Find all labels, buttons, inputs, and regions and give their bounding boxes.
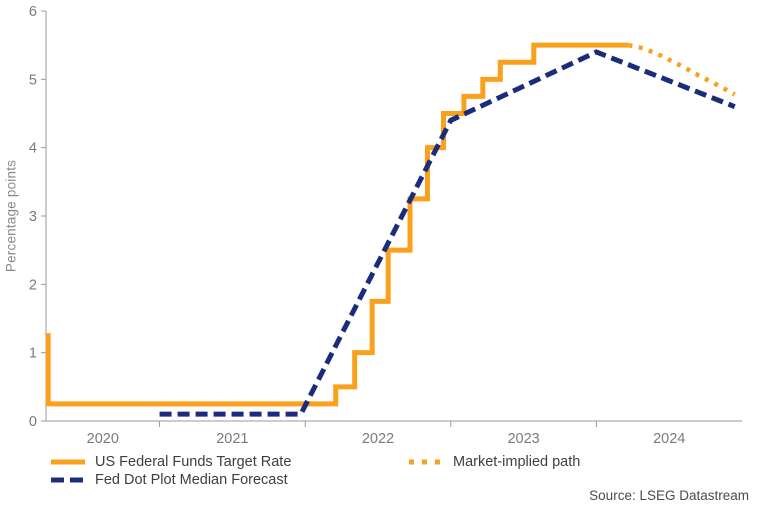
legend-label-fed-funds: US Federal Funds Target Rate: [95, 454, 292, 470]
dot-plot-line: [159, 49, 736, 417]
legend: US Federal Funds Target Rate Fed Dot Plo…: [0, 450, 757, 490]
y-tick-label: 1: [29, 346, 37, 362]
x-tick-label: 2021: [216, 431, 248, 447]
legend-item-dot-plot: Fed Dot Plot Median Forecast: [50, 471, 288, 489]
x-tick-label: 2023: [507, 431, 539, 447]
legend-label-dot-plot: Fed Dot Plot Median Forecast: [95, 472, 288, 488]
y-tick-label: 3: [29, 209, 37, 225]
y-tick-label: 2: [29, 277, 37, 293]
y-tick-label: 6: [29, 4, 37, 20]
y-axis-title: Percentage points: [3, 159, 19, 273]
legend-label-market-implied: Market-implied path: [453, 454, 581, 470]
legend-swatch-solid-line: [51, 459, 85, 465]
source-attribution: Source: LSEG Datastream: [589, 488, 749, 503]
x-tick-label: 2020: [87, 431, 119, 447]
y-tick-label: 5: [29, 72, 37, 88]
y-tick-label: 4: [29, 141, 37, 157]
y-tick-label: 0: [29, 414, 37, 430]
legend-item-market-implied: Market-implied path: [408, 453, 580, 471]
fed-funds-line: [45, 42, 629, 407]
x-tick-label: 2022: [362, 431, 394, 447]
legend-item-fed-funds: US Federal Funds Target Rate: [50, 453, 291, 471]
market-implied-line: [627, 42, 736, 97]
legend-swatch-dashed-line: [51, 477, 85, 483]
x-tick-label: 2024: [653, 431, 685, 447]
legend-swatch-dotted-line: [409, 459, 443, 465]
